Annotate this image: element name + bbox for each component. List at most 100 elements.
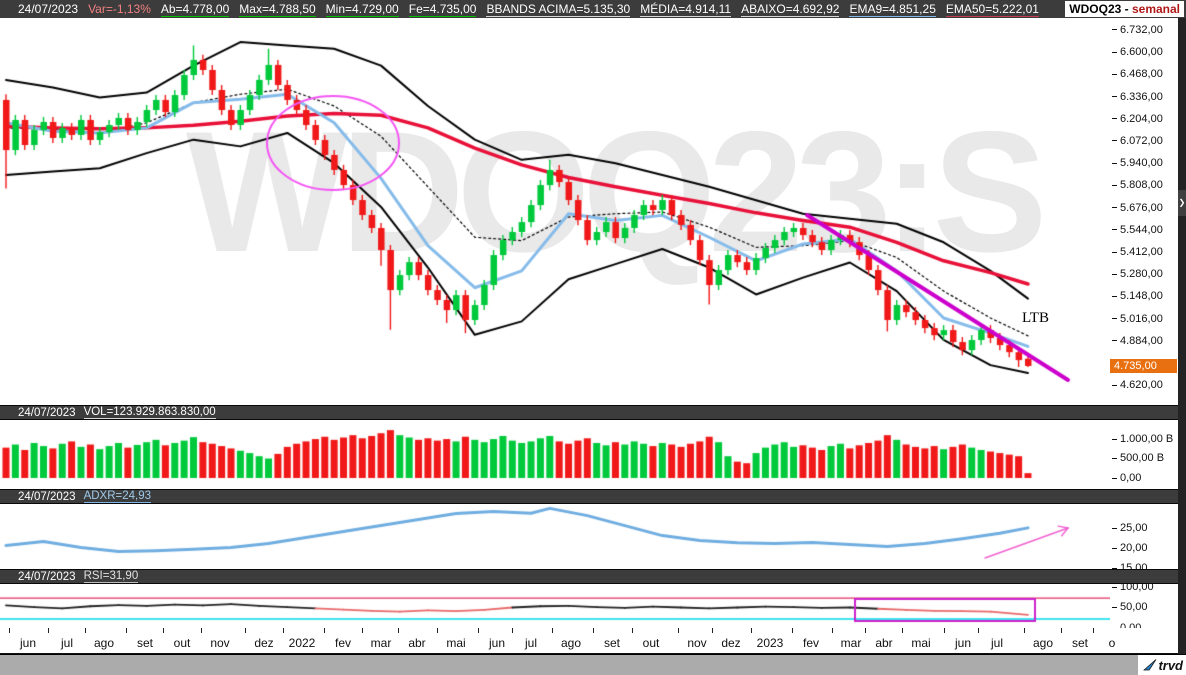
time-axis-tick [85,628,86,633]
time-axis-tick [126,628,127,633]
axis-tick-label: 5.544,00 [1112,224,1163,236]
axis-tick-label: 5.412,00 [1112,246,1163,258]
time-axis-label: 2023 [756,636,784,650]
adxr-metric[interactable]: ADXR=24,93 [83,490,152,503]
time-axis-label: fev [802,636,820,650]
symbol-timeframe-box: WDOQ23 - semanal [1065,1,1184,17]
time-axis-label: jun [19,636,37,650]
rsi-date: 24/07/2023 [18,570,76,583]
axis-tick-label: 1.000,00 B [1112,433,1173,445]
time-axis-label: jul [60,636,74,650]
time-axis-label: out [642,636,660,650]
time-axis-tick [201,628,202,633]
timeframe-label: semanal [1131,2,1180,16]
time-axis-label: abr [875,636,893,650]
volume-pane[interactable]: 1.000,00 B 500,00 B 0,00 [0,420,1186,489]
time-axis-label: mai [911,636,931,650]
time-axis-label: set [603,636,621,650]
axis-tick-label: 6.600,00 [1112,46,1163,58]
time-axis-tick [902,628,903,633]
main-chart-pane[interactable]: WDOQ23:S LTB 6.732,006.600,006.468,006.3… [0,18,1186,405]
header-metric[interactable]: EMA9=4.851,25 [849,1,936,17]
time-axis-tick [751,628,752,633]
time-axis-label: nov [687,636,707,650]
axis-tick-label: 4.620,00 [1112,379,1163,391]
axis-tick-label: 100,00 [1112,584,1154,593]
time-axis-tick [632,628,633,633]
adxr-pane[interactable]: 25,00 20,00 15,00 [0,504,1186,569]
symbol-label: WDOQ23 - [1069,2,1129,16]
rsi-canvas[interactable] [0,584,1110,628]
time-axis-label: dez [721,636,741,650]
time-axis-tick [324,628,325,633]
axis-tick-label: 25,00 [1112,522,1148,534]
time-axis-label: nov [210,636,230,650]
axis-tick-label: 6.072,00 [1112,135,1163,147]
header-metric[interactable]: Var=-1,13% [88,1,151,16]
time-axis-tick [245,628,246,633]
axis-tick-label: 5.940,00 [1112,157,1163,169]
time-axis-label: set [136,636,154,650]
volume-metric[interactable]: VOL=123.929.863.830,00 [83,406,216,419]
axis-tick-label: 5.808,00 [1112,179,1163,191]
axis-tick-label: 6.204,00 [1112,113,1163,125]
header-metric[interactable]: MÉDIA=4.914,11 [640,1,732,17]
header-metric[interactable]: Fe=4.735,00 [408,1,477,17]
time-axis-tick [1093,628,1094,633]
time-axis[interactable]: jun jul ago set out nov dez 2022 fev mar abr mai jun… [0,628,1178,654]
time-axis-tick [865,628,866,633]
adxr-canvas[interactable] [0,504,1110,569]
axis-tick-label: 50,00 [1112,601,1148,613]
time-axis-label: jul [990,636,1004,650]
time-axis-tick [678,628,679,633]
time-axis-label: 2022 [288,636,316,650]
time-axis-tick [48,628,49,633]
header-metric[interactable]: Min=4.729,00 [325,1,399,17]
adxr-date: 24/07/2023 [18,490,76,503]
right-panel-strip: ❯ [1178,18,1186,654]
time-axis-label: out [173,636,191,650]
axis-tick-label: 6.336,00 [1112,91,1163,103]
time-axis-tick [1024,628,1025,633]
time-axis-tick [1061,628,1062,633]
axis-tick-label: 5.148,00 [1112,290,1163,302]
time-axis-label: jul [524,636,538,650]
rsi-metric[interactable]: RSI=31,90 [83,570,139,583]
axis-tick-label: 6.468,00 [1112,68,1163,80]
header-metric[interactable]: ABAIXO=4.692,92 [741,1,840,17]
time-axis-tick [9,628,10,633]
axis-tick-label: 15,00 [1112,562,1148,569]
time-axis-label: mar [840,636,862,650]
expand-panel-button[interactable]: ❯ [1178,190,1186,216]
time-axis-label: jun [954,636,972,650]
axis-tick-label: 20,00 [1112,542,1148,554]
volume-canvas[interactable] [0,420,1110,489]
time-axis-tick [437,628,438,633]
volume-header-strip: 24/07/2023 VOL=123.929.863.830,00 [0,405,1186,420]
time-axis-label: ago [93,636,115,650]
header-metric[interactable]: Ab=4.778,00 [160,1,230,17]
time-axis-label: fev [334,636,352,650]
time-axis-label: abr [408,636,426,650]
indicator-metrics: Var=-1,13% Ab=4.778,00 Max=4.788,50 Min=4.7… [88,2,1039,17]
header-metric[interactable]: Max=4.788,50 [239,1,316,17]
main-chart-canvas[interactable] [0,18,1110,405]
trendline-ltb-label[interactable]: LTB [1022,310,1049,326]
time-axis-label: ago [1032,636,1054,650]
axis-tick-label: 5.280,00 [1112,268,1163,280]
adxr-header-strip: 24/07/2023 ADXR=24,93 [0,489,1186,504]
rsi-header-strip: 24/07/2023 RSI=31,90 [0,569,1186,584]
axis-tick-label: 4.884,00 [1112,335,1163,347]
axis-tick-label: 5.016,00 [1112,313,1163,325]
time-axis-tick [978,628,979,633]
time-axis-label: jun [488,636,506,650]
header-metric[interactable]: EMA50=5.222,01 [945,1,1039,17]
axis-tick-label: 5.676,00 [1112,202,1163,214]
trvd-logo: trvd [1138,655,1186,675]
rsi-pane[interactable]: 100,00 50,00 0,00 [0,584,1186,628]
time-axis-tick [593,628,594,633]
axis-tick-label: 0,00 [1112,622,1141,628]
header-metric[interactable]: BBANDS ACIMA=5.135,30 [486,1,631,17]
time-axis-tick [362,628,363,633]
